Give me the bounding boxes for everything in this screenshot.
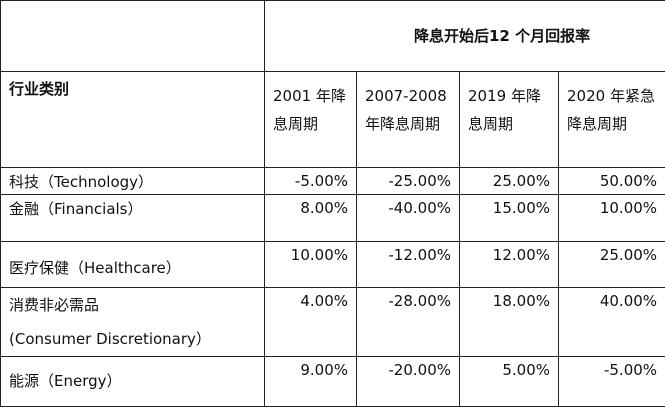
cell-value: -28.00%: [356, 287, 460, 357]
row-label-healthcare: 医疗保健（Healthcare）: [0, 241, 265, 288]
period-header-2001: 2001 年降息周期: [264, 71, 357, 168]
cell-value: 18.00%: [459, 287, 559, 357]
period-header-2020: 2020 年紧急降息周期: [557, 71, 665, 168]
table-row: 科技（Technology） -5.00% -25.00% 25.00% 50.…: [0, 167, 665, 195]
cell-value: 12.00%: [459, 241, 559, 288]
top-left-blank-cell: [0, 0, 265, 72]
table-row: 消费非必需品 (Consumer Discretionary） 4.00% -2…: [0, 287, 665, 357]
category-header: 行业类别: [0, 71, 265, 168]
table-row: 金融（Financials） 8.00% -40.00% 15.00% 10.0…: [0, 194, 665, 242]
row-label-line1: 消费非必需品: [9, 296, 100, 314]
period-header-2019: 2019 年降息周期: [459, 71, 559, 168]
cell-value: 10.00%: [557, 194, 665, 242]
row-label-energy: 能源（Energy）: [0, 356, 265, 407]
cell-value: -20.00%: [356, 356, 460, 407]
cell-value: 15.00%: [459, 194, 559, 242]
row-label-technology: 科技（Technology）: [0, 167, 265, 195]
cell-value: 8.00%: [264, 194, 357, 242]
cell-value: -5.00%: [264, 167, 357, 195]
row-label-line2: (Consumer Discretionary）: [9, 330, 211, 348]
cell-value: -5.00%: [557, 356, 665, 407]
table-row: 医疗保健（Healthcare） 10.00% -12.00% 12.00% 2…: [0, 241, 665, 288]
cell-value: 10.00%: [264, 241, 357, 288]
cell-value: 5.00%: [459, 356, 559, 407]
cell-value: -25.00%: [356, 167, 460, 195]
table-title: 降息开始后12 个月回报率: [263, 0, 665, 72]
cell-value: 50.00%: [557, 167, 665, 195]
cell-value: -12.00%: [356, 241, 460, 288]
cell-value: -40.00%: [356, 194, 460, 242]
cell-value: 40.00%: [557, 287, 665, 357]
period-header-2007-2008: 2007-2008 年降息周期: [356, 71, 460, 168]
table-row: 能源（Energy） 9.00% -20.00% 5.00% -5.00%: [0, 356, 665, 407]
cell-value: 25.00%: [557, 241, 665, 288]
row-label-financials: 金融（Financials）: [0, 194, 265, 242]
cell-value: 25.00%: [459, 167, 559, 195]
cell-value: 4.00%: [264, 287, 357, 357]
cell-value: 9.00%: [264, 356, 357, 407]
row-label-consumer-discretionary: 消费非必需品 (Consumer Discretionary）: [0, 287, 265, 357]
